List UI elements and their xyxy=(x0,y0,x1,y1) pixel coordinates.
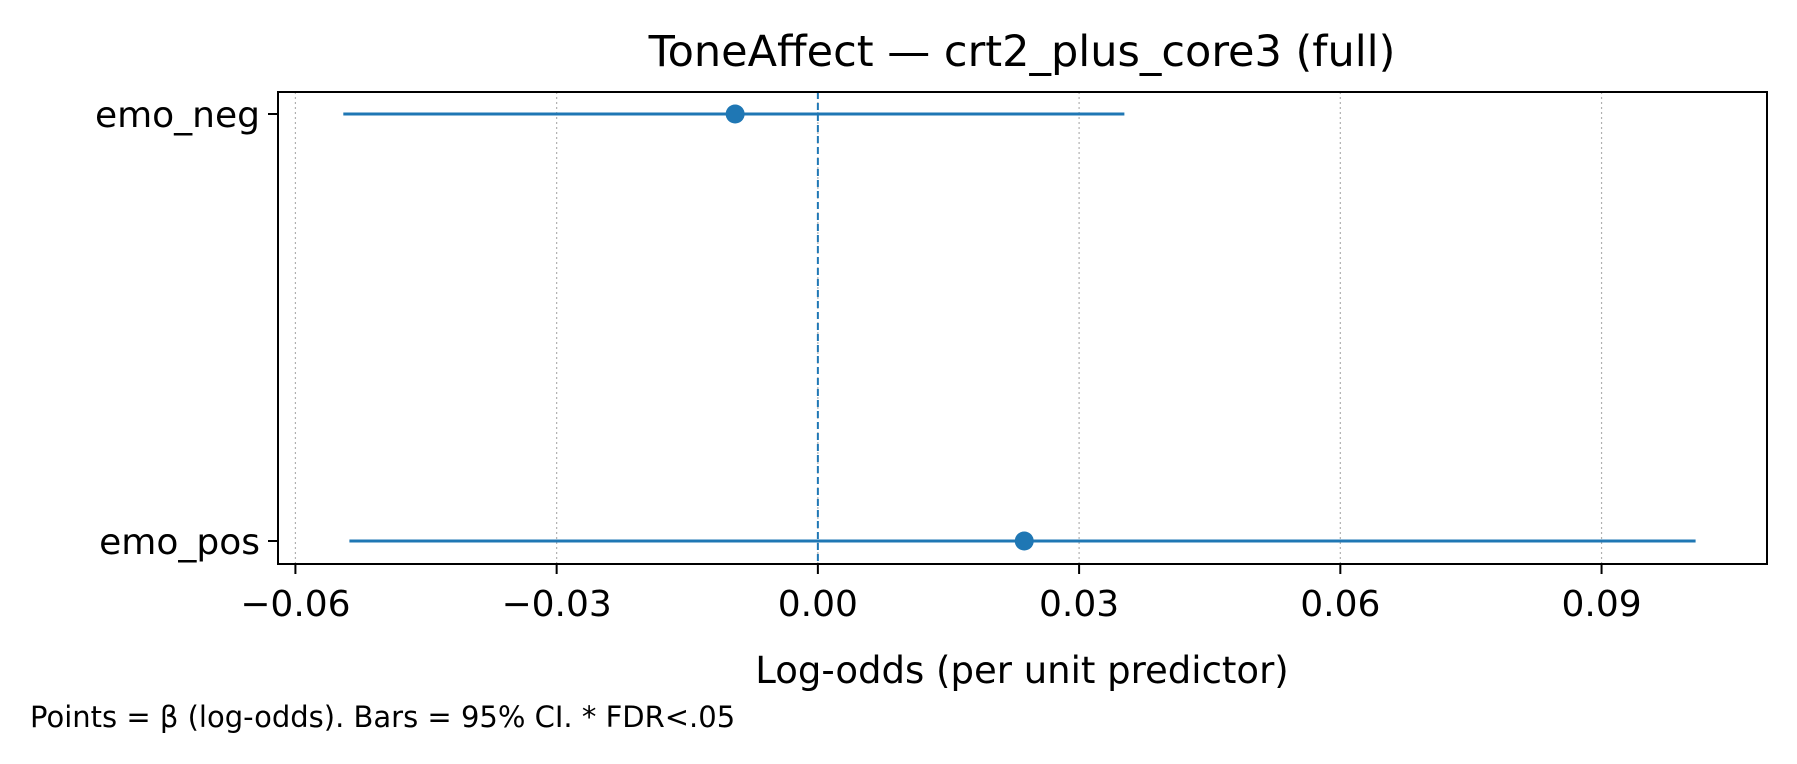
x-tick-label: 0.09 xyxy=(1561,584,1641,625)
x-tick-label: 0.00 xyxy=(778,584,858,625)
footnote: Points = β (log-odds). Bars = 95% CI. * … xyxy=(30,700,736,734)
y-axis-ticks: emo_neg emo_pos xyxy=(95,95,278,563)
x-axis-label: Log-odds (per unit predictor) xyxy=(755,649,1288,692)
beta-point xyxy=(725,104,745,124)
axes-frame xyxy=(277,91,1768,565)
grid-lines xyxy=(294,92,1603,564)
y-tick-label: emo_pos xyxy=(99,522,260,563)
x-tick-label: 0.06 xyxy=(1300,584,1380,625)
x-tick-label: 0.03 xyxy=(1039,584,1119,625)
x-axis-ticks: −0.06 −0.03 0.00 0.03 0.06 0.09 xyxy=(240,564,1642,625)
chart-title: ToneAffect — crt2_plus_core3 (full) xyxy=(648,27,1396,77)
y-tick-label: emo_neg xyxy=(95,95,260,136)
x-tick-label: −0.06 xyxy=(240,584,350,625)
x-tick-label: −0.03 xyxy=(501,584,611,625)
data-marks xyxy=(343,104,1696,551)
beta-point xyxy=(1014,531,1034,551)
